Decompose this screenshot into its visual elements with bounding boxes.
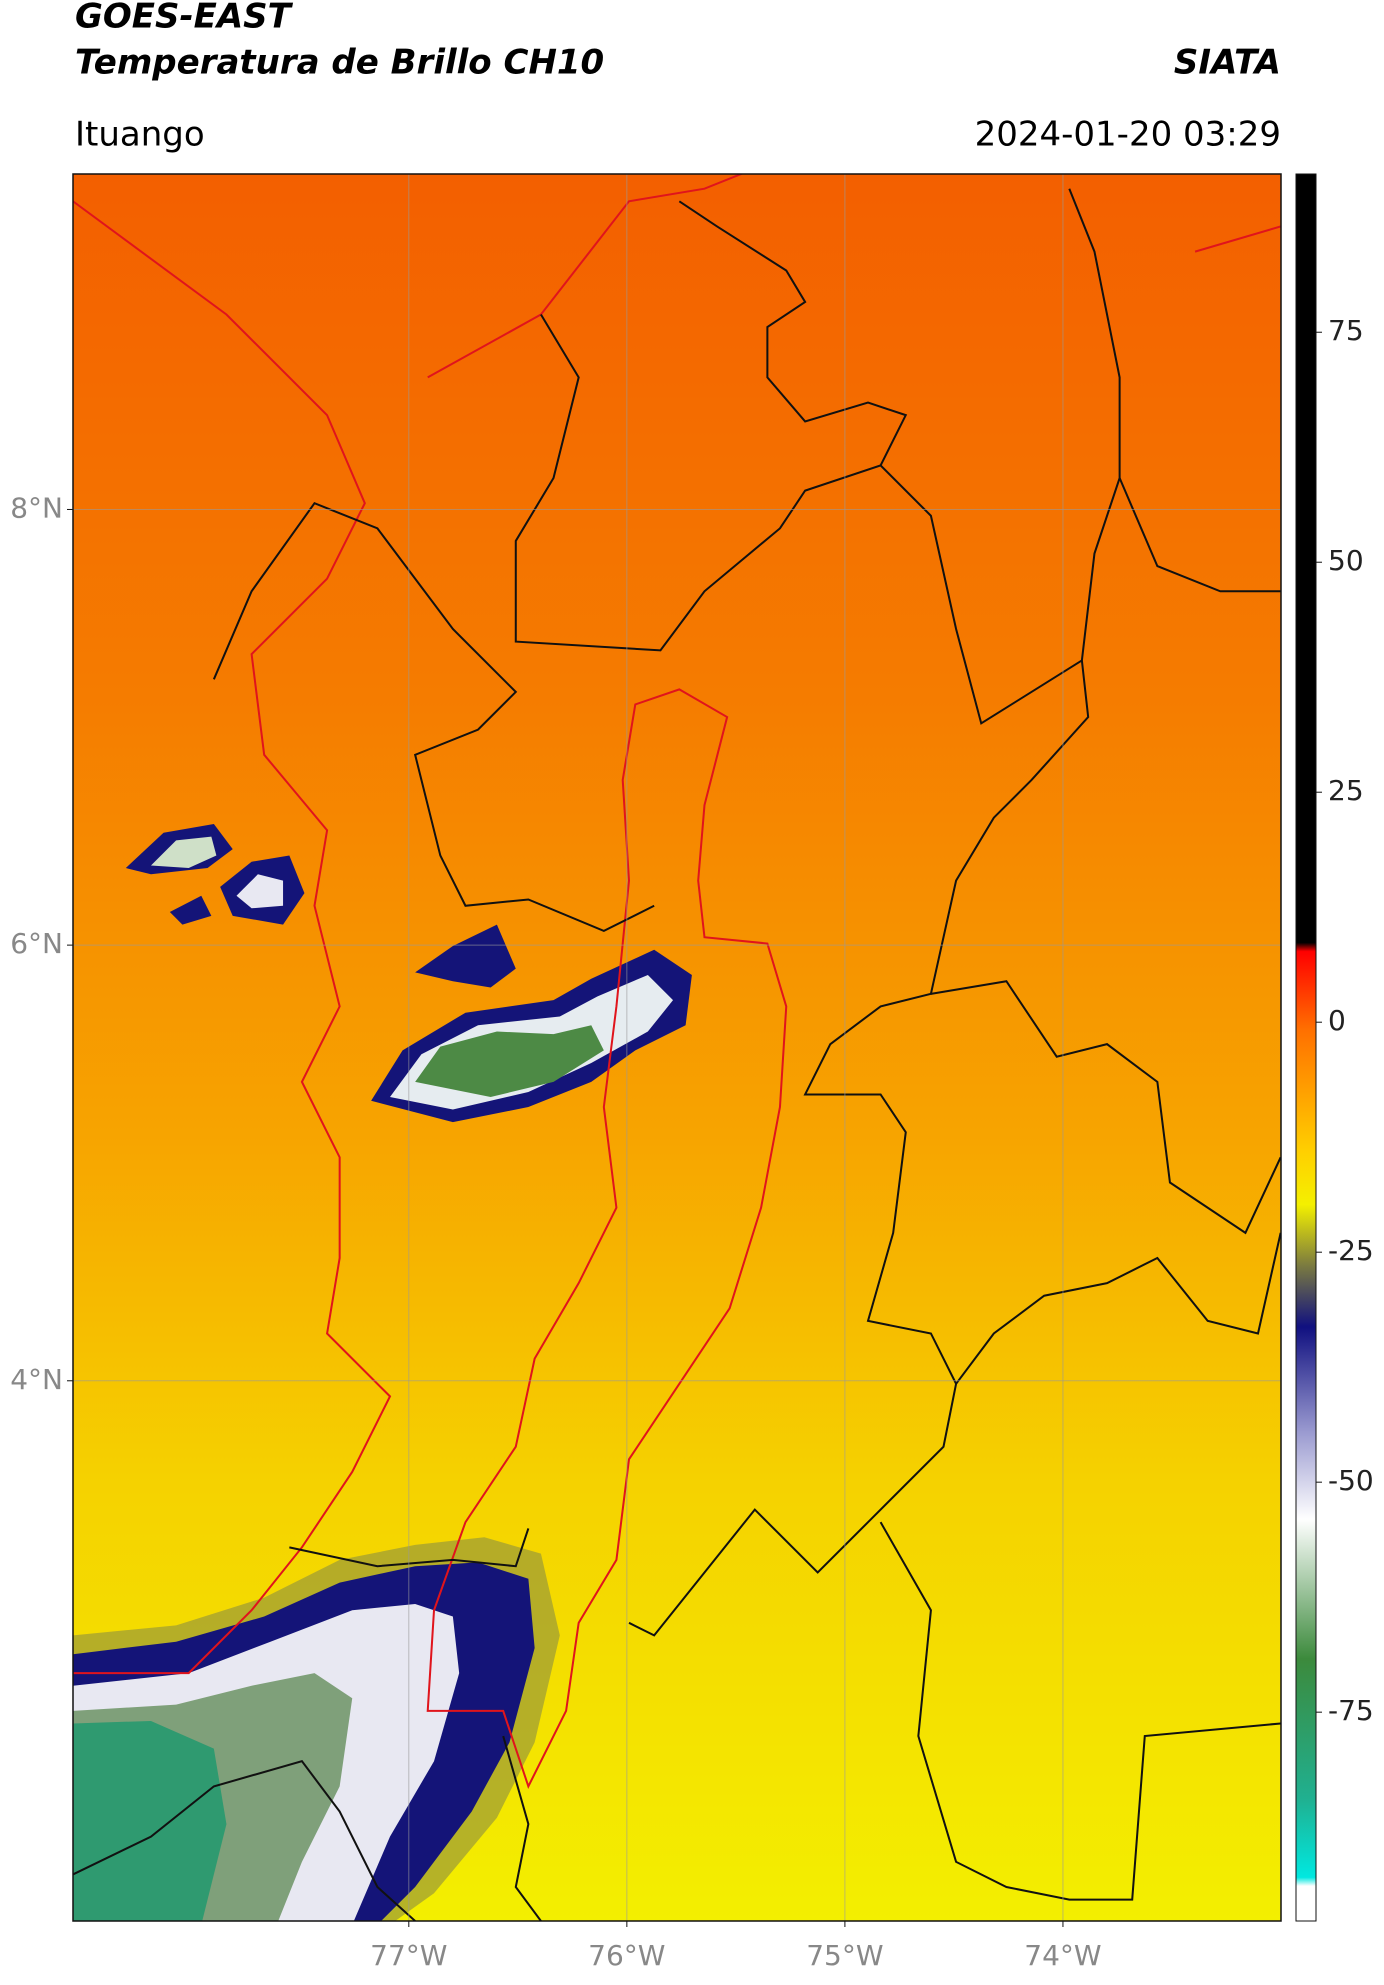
lat-tick-label: 4°N [10,1363,63,1396]
lon-tick-label: 76°W [588,1939,665,1972]
colorbar-tick-label: 50 [1328,544,1364,577]
lat-tick-label: 6°N [10,927,63,960]
title: GOES-EAST [75,0,294,37]
lon-tick-label: 77°W [370,1939,447,1972]
map-frame [72,173,1282,1922]
lon-tick-label: 74°W [1024,1939,1101,1972]
map [73,174,1281,1921]
subtitle: Temperatura de Brillo CH10 [75,43,604,83]
colorbar-tick-label: 75 [1328,314,1364,347]
brand: SIATA [1174,43,1281,83]
lat-tick-label: 8°N [10,491,63,524]
colorbar-tick-label: -25 [1328,1234,1374,1267]
datetime: 2024-01-20 03:29 [975,115,1281,155]
colorbar-tick-label: 0 [1328,1004,1346,1037]
colorbar [1295,173,1317,1922]
colorbar-tick-label: -50 [1328,1464,1374,1497]
graticule: 8°N 6°N 4°N 77°W 76°W 75°W 74°W [10,174,1281,1972]
location: Ituango [75,115,205,155]
colorbar-tick-label: 25 [1328,774,1364,807]
colorbar-ticks: 75 50 25 0 -25 -50 -75 [1316,314,1374,1727]
colorbar-tick-label: -75 [1328,1694,1374,1727]
lon-tick-label: 75°W [806,1939,883,1972]
